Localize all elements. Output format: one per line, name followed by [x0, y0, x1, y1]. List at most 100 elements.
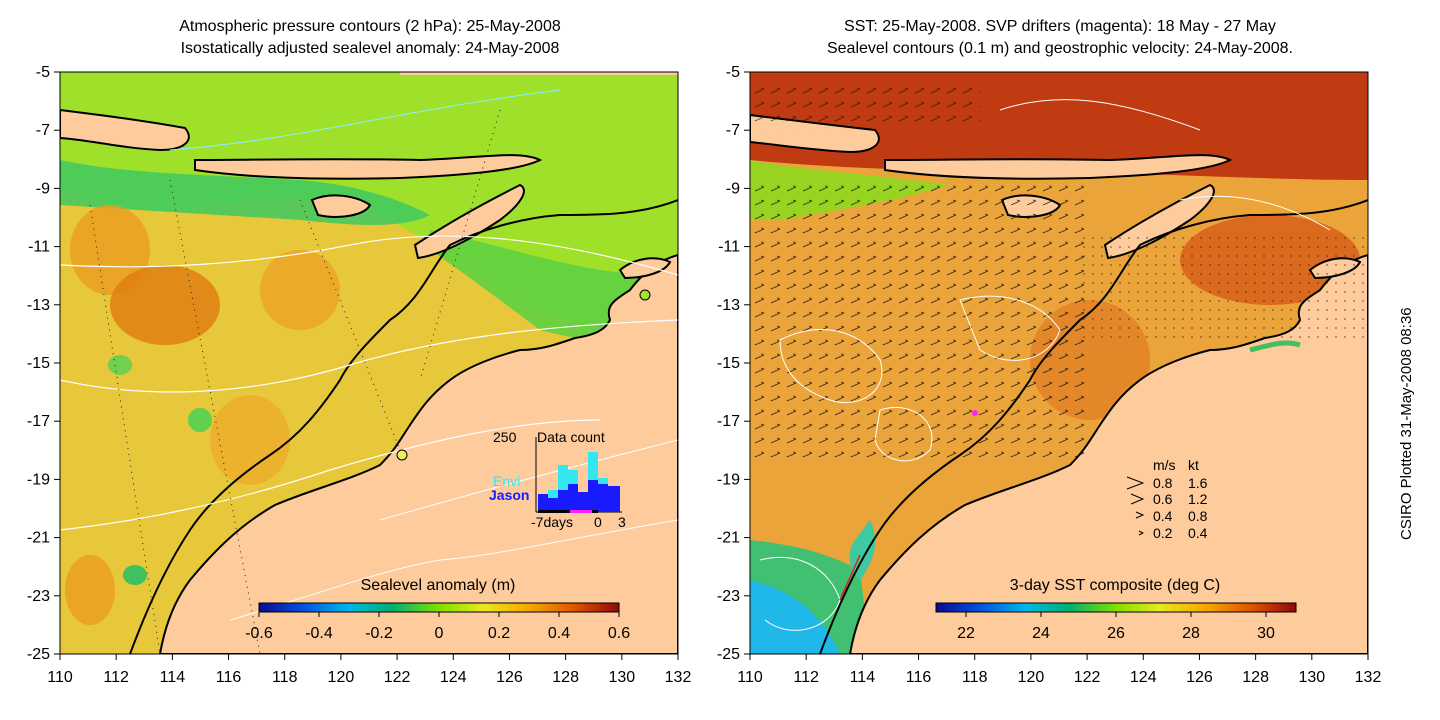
left-dotted-track-4: [419, 109, 501, 381]
plot-credit: CSIRO Plotted 31-May-2008 08:36: [1398, 307, 1415, 540]
right-colorbar-tick-label: 26: [1107, 625, 1125, 642]
left-colorbar-ramp: [258, 602, 620, 613]
left-pressure-contour-5: [379, 439, 678, 521]
velocity-legend-kt-2: 1.2: [1188, 491, 1208, 507]
right-ytick-label: -11: [718, 239, 740, 256]
right-ytick-label: -21: [717, 530, 740, 547]
right-xtick-label: 128: [1242, 669, 1269, 686]
right-ytick-label: -9: [726, 180, 740, 197]
right-colorbar-title: 3-day SST composite (deg C): [1010, 577, 1220, 594]
left-pressure-contour-4: [169, 89, 561, 151]
datacount-bar-envi-5: [598, 478, 608, 484]
left-green-patch-2: [123, 565, 147, 585]
right-land-nusa-tenggara: [884, 154, 1233, 180]
left-xtick-label: 114: [160, 669, 186, 686]
datacount-max-label: 250: [493, 429, 517, 445]
datacount-xtick-left: -7days: [531, 514, 573, 530]
datacount-bar-jason-6: [588, 480, 598, 512]
left-tide-gauge-1: [639, 289, 651, 301]
right-xtick-label: 130: [1298, 669, 1325, 686]
right-colorbar-tick-label: 24: [1032, 625, 1050, 642]
velocity-legend-kt-1: 1.6: [1188, 475, 1208, 491]
right-xtick-label: 126: [1186, 669, 1213, 686]
right-drifter-track-red: [839, 554, 861, 601]
left-xtick-label: 124: [440, 669, 467, 686]
left-xtick-label: 118: [272, 669, 298, 686]
left-green-patch-1: [188, 408, 212, 432]
left-pressure-contour-2: [60, 319, 678, 393]
left-land-melville: [618, 257, 672, 280]
left-land-java-bali: [60, 108, 190, 152]
right-xtick-label: 122: [1074, 669, 1101, 686]
left-ytick-label: -11: [28, 239, 50, 256]
left-map: [60, 72, 678, 654]
left-xtick-label: 126: [496, 669, 523, 686]
right-colorbar-ramp: [935, 602, 1297, 613]
velocity-legend-arrow-4: [1138, 530, 1145, 536]
right-colorbar-tick-label: 28: [1182, 625, 1200, 642]
datacount-time-bar: [538, 510, 598, 513]
left-colorbar-title: Sealevel anomaly (m): [361, 577, 516, 594]
left-ytick-label: -5: [36, 64, 50, 81]
axis-ticks: -5 -7 -9 -11 -13 -15 -17 -19 -21 -23 -25 110 112 114 1…: [27, 64, 1382, 686]
left-eddy-4: [210, 395, 290, 485]
right-xtick-label: 114: [850, 669, 876, 686]
velocity-legend-header-kt: kt: [1188, 457, 1199, 473]
right-ytick-label: -5: [726, 64, 740, 81]
right-sealevel-contour-2: [874, 406, 933, 462]
left-pressure-contour-6: [229, 519, 678, 621]
right-ytick-label: -25: [717, 646, 740, 663]
right-sealevel-contour-6: [999, 99, 1201, 131]
datacount-time-bar-magenta: [570, 510, 592, 513]
velocity-legend: m/s kt 0.8 1.6 0.6 1.2 0.4 0.8 0.2 0.4: [1126, 457, 1208, 541]
right-xtick-label: 120: [1018, 669, 1045, 686]
left-ytick-label: -19: [27, 471, 50, 488]
datacount-bar-jason-2: [548, 498, 558, 512]
datacount-series-jason: Jason: [489, 487, 529, 503]
right-xtick-label: 116: [906, 669, 932, 686]
right-velocity-field-north: [750, 80, 980, 130]
left-pressure-contour-3: [60, 419, 601, 531]
datacount-bar-jason-1: [538, 494, 548, 512]
left-ytick-label: -17: [27, 413, 50, 430]
datacount-bar-jason-8: [608, 486, 620, 512]
velocity-legend-kt-4: 0.4: [1188, 525, 1208, 541]
right-colorbar-tick-label: 22: [957, 625, 975, 642]
right-ytick-label: -13: [717, 297, 740, 314]
left-eddy-3: [260, 250, 340, 330]
left-land-sumba: [310, 194, 372, 218]
datacount-series-envi: Envi: [493, 473, 520, 489]
left-ytick-label: -21: [27, 530, 50, 547]
right-velocity-field-west: [750, 180, 1090, 460]
left-ytick-label: -9: [36, 180, 50, 197]
left-eddy-5: [65, 555, 115, 625]
left-colorbar-tick-label: -0.2: [365, 625, 393, 642]
right-land-green-coast: [1249, 340, 1301, 353]
velocity-legend-kt-3: 0.8: [1188, 508, 1208, 524]
datacount-bar-envi-3: [568, 470, 578, 484]
right-xtick-label: 118: [962, 669, 988, 686]
left-tide-gauge-2: [396, 449, 408, 461]
velocity-legend-header-ms: m/s: [1153, 457, 1176, 473]
velocity-legend-arrow-1: [1126, 476, 1145, 490]
right-xtick-label: 132: [1355, 669, 1382, 686]
left-land-timor: [413, 183, 525, 260]
datacount-bar-envi-4: [588, 452, 598, 480]
velocity-legend-arrow-3: [1135, 511, 1145, 519]
right-svp-drifter: [972, 410, 978, 416]
left-pressure-contour-1: [60, 235, 678, 276]
datacount-bar-jason-5: [578, 492, 588, 512]
right-sealevel-contour-5: [1179, 195, 1331, 231]
right-xtick-label: 124: [1130, 669, 1157, 686]
right-ytick-label: -19: [717, 471, 740, 488]
velocity-legend-ms-3: 0.4: [1153, 508, 1173, 524]
datacount-inset: 250 Data count Envi Jason -7days 0 3: [489, 429, 626, 530]
datacount-bar-jason-7: [598, 484, 608, 512]
left-xtick-label: 120: [328, 669, 355, 686]
right-sealevel-contour-4: [959, 295, 1061, 361]
velocity-legend-ms-2: 0.6: [1153, 491, 1173, 507]
left-ytick-label: -7: [36, 122, 50, 139]
right-xtick-label: 112: [793, 669, 819, 686]
left-green-patch-3: [108, 355, 132, 375]
